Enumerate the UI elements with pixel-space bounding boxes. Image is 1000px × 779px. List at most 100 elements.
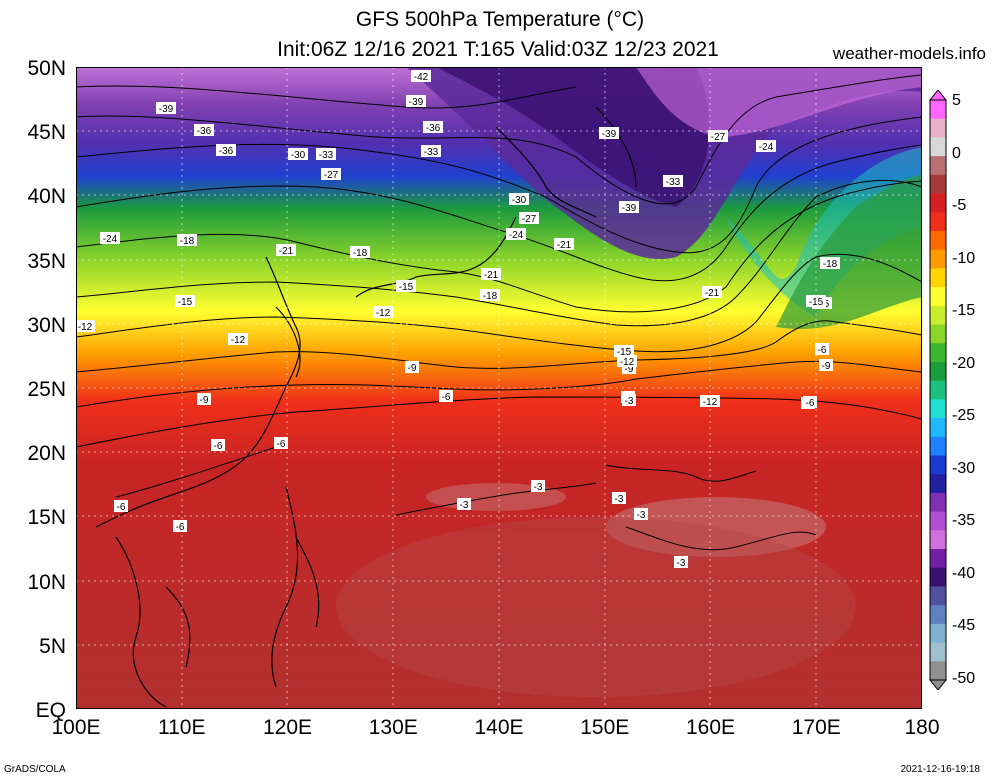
svg-text:-39: -39 <box>409 97 424 108</box>
svg-text:-24: -24 <box>759 142 774 153</box>
warm-patch <box>336 517 856 697</box>
colorbar-swatch <box>930 100 946 120</box>
svg-text:-18: -18 <box>823 259 838 270</box>
temperature-map: -42 -39 -39 -36 -36 -33 -33 -30 -27 -24 -39 -36 -33 -… <box>76 67 922 709</box>
svg-text:-9: -9 <box>200 395 209 406</box>
site-credit: weather-models.info <box>832 44 986 63</box>
warm-patch <box>606 497 826 557</box>
colorbar-swatch <box>930 530 946 550</box>
svg-text:-30: -30 <box>512 195 527 206</box>
footer-timestamp: 2021-12-16-19:18 <box>900 764 980 775</box>
colorbar-swatch <box>930 174 946 195</box>
contour-label: -18 <box>820 257 840 270</box>
contour-label: -12 <box>617 355 637 368</box>
svg-text:-12: -12 <box>376 308 391 319</box>
lat-label: EQ <box>35 699 66 722</box>
svg-text:-6: -6 <box>214 441 223 452</box>
svg-text:-6: -6 <box>818 345 827 356</box>
svg-text:-15: -15 <box>809 297 824 308</box>
contour-label: -24 <box>100 232 120 245</box>
contour-label: -3 <box>634 508 648 521</box>
colorbar-frame <box>929 99 947 681</box>
svg-text:-6: -6 <box>277 439 286 450</box>
contour-label: -12 <box>373 306 393 319</box>
colorbar-swatch <box>930 399 946 419</box>
colorbar-swatch <box>930 623 946 644</box>
svg-text:-39: -39 <box>602 129 617 140</box>
lon-label: 160E <box>685 716 736 739</box>
colorbar-label: -30 <box>952 459 976 477</box>
svg-text:-27: -27 <box>522 214 537 225</box>
svg-text:-21: -21 <box>557 240 572 251</box>
svg-text:-12: -12 <box>703 397 718 408</box>
colorbar-label: 0 <box>952 144 961 162</box>
contour-label: -36 <box>216 144 236 157</box>
svg-text:-21: -21 <box>484 270 499 281</box>
colorbar-swatch <box>930 305 946 326</box>
contour-lines <box>76 74 922 551</box>
colorbar-swatch <box>930 436 946 456</box>
lat-label: 25N <box>27 378 66 401</box>
colorbar-label: -10 <box>952 249 976 267</box>
colorbar-swatch <box>930 511 946 531</box>
contour-label: -36 <box>194 124 214 137</box>
colorbar-swatch <box>930 361 946 382</box>
contour-label: -18 <box>177 234 197 247</box>
contour-label: -24 <box>506 228 526 241</box>
colorbar-swatch <box>930 474 946 494</box>
contour-label: -39 <box>599 127 619 140</box>
svg-text:-39: -39 <box>622 203 637 214</box>
lat-label: 50N <box>27 57 66 80</box>
colorbar-label: -15 <box>952 302 976 319</box>
colorbar-swatch <box>930 567 946 587</box>
colorbar-swatch <box>930 287 946 307</box>
svg-text:-42: -42 <box>414 72 429 83</box>
footer-credit: GrADS/COLA <box>4 764 66 775</box>
svg-text:-3: -3 <box>534 482 543 493</box>
colorbar-swatch <box>930 268 946 288</box>
contour-label: -21 <box>702 286 722 299</box>
contour-label: -24 <box>756 140 776 153</box>
svg-text:-3: -3 <box>615 494 624 505</box>
colorbar-bottom-arrow <box>928 679 948 690</box>
svg-text:-33: -33 <box>319 150 334 161</box>
contour-label: -18 <box>350 246 370 259</box>
colorbar-swatch <box>930 380 946 400</box>
svg-text:-9: -9 <box>625 364 634 375</box>
svg-text:-12: -12 <box>78 322 93 333</box>
colorbar-label: 5 <box>952 92 961 109</box>
lat-label: 35N <box>27 249 66 273</box>
colorbar-top-arrow <box>928 90 948 101</box>
svg-text:-12: -12 <box>231 335 246 346</box>
contour-label: -18 <box>480 289 500 302</box>
contour-label: -21 <box>276 244 296 257</box>
colorbar-swatch <box>930 492 946 513</box>
contour-label: -12 <box>700 395 720 408</box>
svg-text:-6: -6 <box>176 522 185 533</box>
colorbar-label: -40 <box>952 564 976 582</box>
colorbar-swatch <box>930 605 946 625</box>
colorbar-swatch <box>930 137 946 157</box>
svg-text:-33: -33 <box>666 177 681 188</box>
lon-label: 150E <box>580 716 630 739</box>
contour-label: -30 <box>509 193 529 206</box>
contour-label: -36 <box>423 121 443 134</box>
svg-text:-30: -30 <box>291 150 306 161</box>
svg-text:-18: -18 <box>353 248 368 259</box>
coastlines <box>95 106 637 708</box>
contour-label: -33 <box>663 175 683 188</box>
contour-label: -6 <box>274 437 288 450</box>
colorbar-label: -25 <box>952 407 976 424</box>
chart-title: GFS 500hPa Temperature (°C) <box>355 8 645 31</box>
svg-text:-15: -15 <box>178 297 193 308</box>
contour-label: -39 <box>619 201 639 214</box>
map-frame <box>76 67 922 709</box>
colorbar-label: -5 <box>952 197 967 214</box>
lon-label: 130E <box>368 716 418 739</box>
contour-label: -3 <box>457 498 471 511</box>
contour-label: -27 <box>519 212 539 225</box>
lon-label: 100E <box>51 716 101 739</box>
svg-text:-27: -27 <box>711 132 726 143</box>
colorbar <box>928 90 948 690</box>
ridge-teal <box>726 147 922 317</box>
